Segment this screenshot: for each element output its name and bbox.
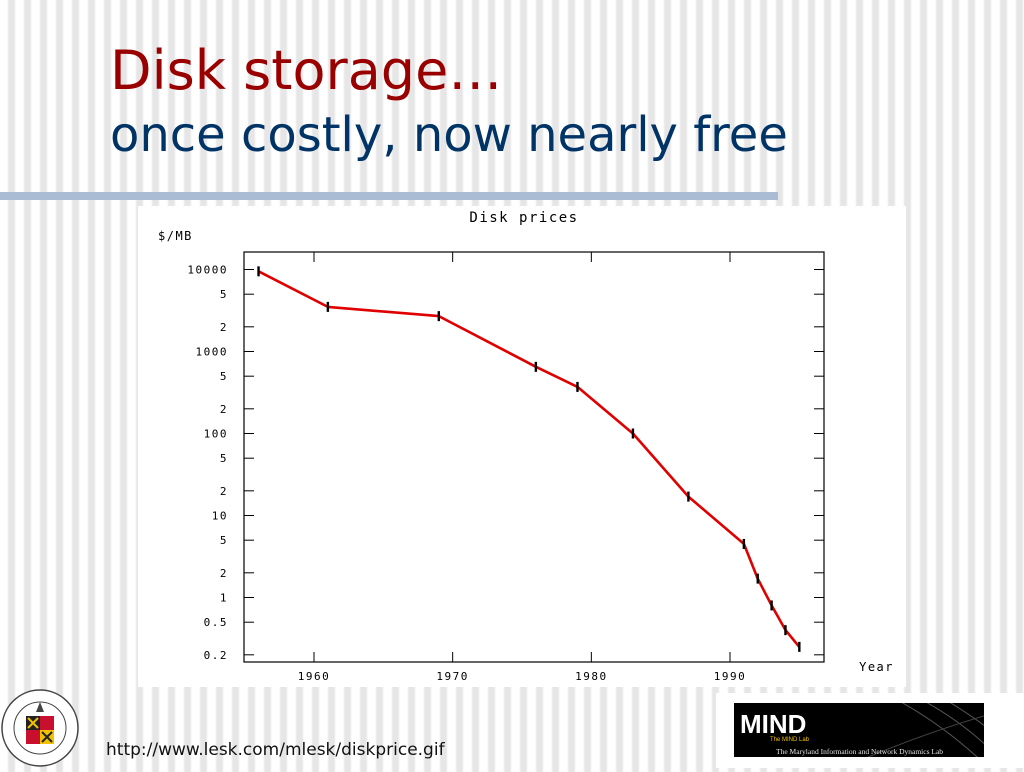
y-tick-label: 100 [204, 428, 228, 441]
series-line [257, 270, 801, 648]
slide-title-block: Disk storage… once costly, now nearly fr… [110, 38, 788, 166]
slide-title: Disk storage… [110, 39, 503, 102]
mind-lab-logo-panel: MIND The MIND Lab The Maryland Informati… [716, 693, 1024, 768]
source-url-link[interactable]: http://www.lesk.com/mlesk/diskprice.gif [106, 740, 445, 760]
mind-tagline: The Maryland Information and Network Dyn… [776, 747, 944, 756]
y-tick-label: 2 [220, 403, 228, 416]
mind-wordmark-text: MIND [740, 709, 807, 739]
y-tick-label: 0.2 [204, 649, 228, 662]
disk-prices-chart: Disk prices $/MB Year 10000 5 2 1000 5 2 100 5 2 10 5… [138, 206, 906, 687]
y-tick-label: 0.5 [204, 616, 228, 629]
umd-seal-icon [1, 689, 79, 767]
x-axis-label: Year [859, 660, 894, 674]
y-tick-label: 1000 [196, 346, 229, 359]
y-tick-label: 5 [220, 534, 228, 547]
mind-logo-arcs-icon [866, 703, 984, 757]
y-tick-label: 1 [220, 592, 228, 605]
plot-frame [243, 251, 825, 663]
y-tick-label: 5 [220, 288, 228, 301]
x-tick-label: 1980 [575, 670, 608, 683]
y-tick-label: 2 [220, 321, 228, 334]
mind-lab-logo: MIND The MIND Lab The Maryland Informati… [734, 703, 984, 757]
y-tick-label: 2 [220, 485, 228, 498]
y-axis-label: $/MB [158, 229, 193, 243]
y-tick-label: 2 [220, 567, 228, 580]
y-tick-label: 10 [212, 510, 228, 523]
x-tick-label: 1990 [714, 670, 747, 683]
y-tick-label: 10000 [187, 264, 228, 277]
mind-wordmark: MIND [740, 709, 806, 740]
title-divider [0, 192, 778, 200]
chart-svg: Disk prices $/MB Year 10000 5 2 1000 5 2 100 5 2 10 5… [158, 210, 894, 683]
chart-title: Disk prices [469, 210, 578, 226]
x-tick-label: 1960 [298, 670, 331, 683]
x-tick-label: 1970 [436, 670, 469, 683]
umd-seal-logo [0, 688, 80, 768]
y-tick-label: 5 [220, 452, 228, 465]
slide-subtitle: once costly, now nearly free [110, 107, 788, 163]
mind-lab-line: The MIND Lab [770, 737, 810, 743]
y-tick-label: 5 [220, 370, 228, 383]
